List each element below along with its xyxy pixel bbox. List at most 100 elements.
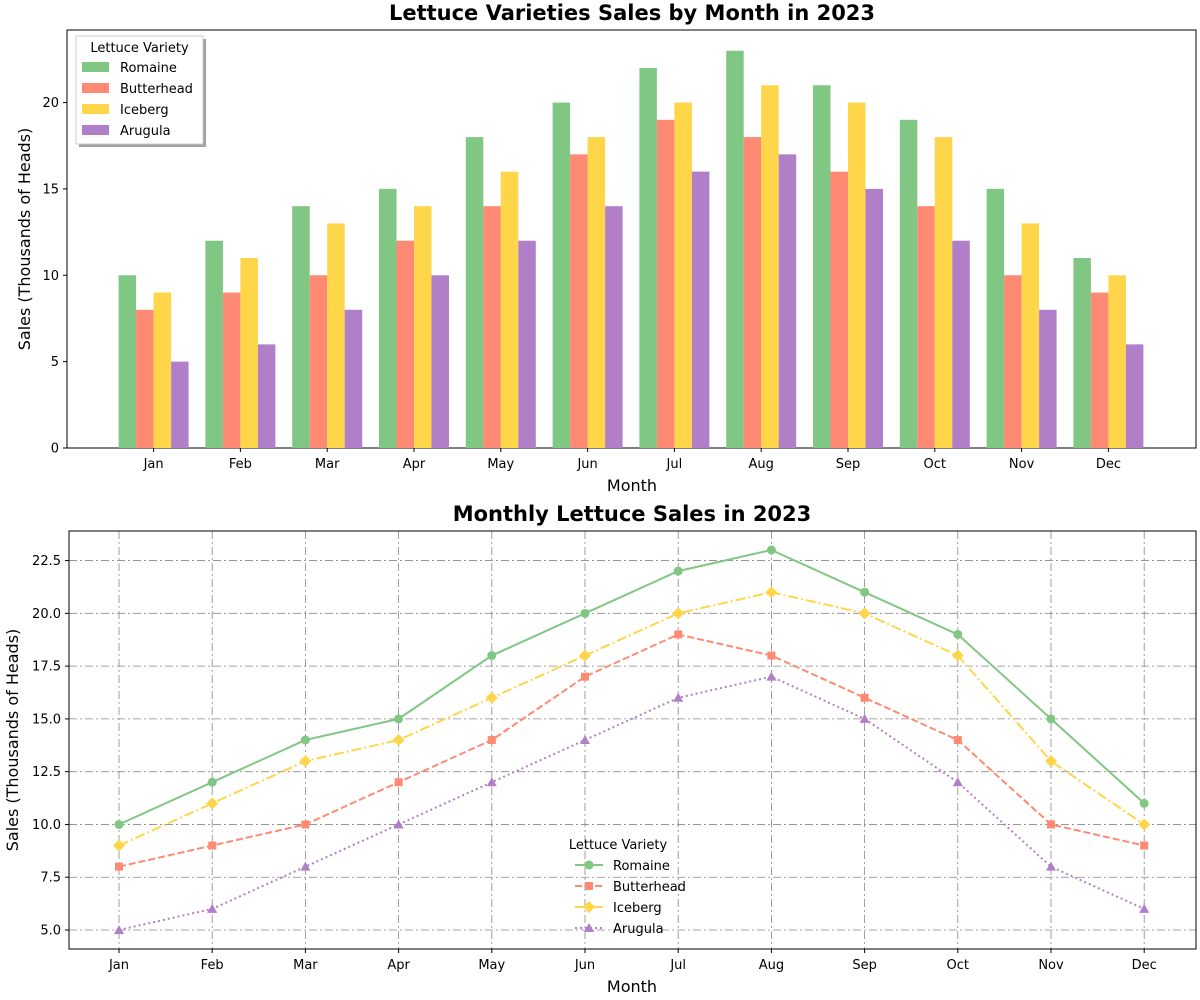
point-arugula-apr [393,819,404,829]
point-arugula-nov [1046,861,1056,871]
line-series-iceberg [118,591,1145,847]
bar-iceberg-sep [848,102,866,448]
bar-chart-plot-area [66,29,1197,449]
bar-arugula-dec [1125,344,1144,448]
bar-iceberg-may [500,171,519,449]
bar-romaine-may [465,137,484,448]
point-butterhead-mar [301,820,310,829]
bar-butterhead-dec [1090,292,1109,448]
point-romaine-jun [580,608,590,618]
bar-x-tick-label: Jan [143,457,164,472]
line-chart-title: Monthly Lettuce Sales in 2023 [453,502,812,526]
point-romaine-nov [1046,714,1056,724]
point-butterhead-aug [767,651,776,660]
point-iceberg-aug [765,586,778,599]
bar-butterhead-jan [136,309,154,448]
bar-chart-x-ticks: Jan Feb Mar Apr May Jun Jul Aug Sep Oct Nov Dec [143,448,1121,472]
bar-butterhead-aug [743,137,762,448]
point-arugula-dec [1139,903,1150,913]
point-butterhead-jun [581,672,589,681]
line-series-arugula [118,675,1145,931]
bar-iceberg-jan [153,292,172,448]
bar-iceberg-aug [761,85,779,448]
bar-arugula-jun [605,206,623,448]
line-y-tick-label: 12.5 [32,765,61,780]
line-chart-x-ticks: Jan Feb Mar Apr May Jun Jul Aug Sep Oct Nov Dec [108,949,1157,973]
point-romaine-jan [114,819,124,829]
point-romaine-feb [207,777,217,787]
bar-romaine-jan [118,275,137,448]
bar-butterhead-oct [917,206,935,448]
line-x-tick-label: Jun [574,958,595,973]
point-butterhead-jan [115,862,123,871]
bar-x-tick-label: Jun [576,457,597,472]
line-y-tick-label: 17.5 [32,660,61,675]
line-legend-label-butterhead: Butterhead [613,880,686,895]
bar-iceberg-oct [934,137,953,448]
bar-y-tick-label: 15 [42,182,59,197]
bar-butterhead-mar [309,275,328,448]
bar-chart-legend-title: Lettuce Variety [90,41,189,56]
bar-x-tick-label: Sep [836,457,861,472]
point-arugula-jun [580,735,590,744]
point-iceberg-jul [672,607,685,620]
point-butterhead-oct [953,736,962,744]
point-arugula-mar [300,861,311,871]
bar-butterhead-sep [830,171,848,449]
line-legend-label-romaine: Romaine [613,859,670,874]
bar-legend-swatch-romaine [82,62,109,72]
point-arugula-aug [766,671,777,681]
line-chart-x-axis-label: Month [607,977,657,996]
bar-arugula-mar [344,309,363,448]
point-romaine-apr [394,714,404,724]
bar-iceberg-jul [674,102,692,448]
line-x-tick-label: Mar [293,958,318,973]
line-x-tick-label: Feb [201,958,224,973]
bar-legend-swatch-iceberg [82,104,109,114]
bar-y-tick-label: 20 [42,96,59,111]
point-butterhead-dec [1140,841,1149,850]
point-butterhead-may [487,736,496,744]
bar-butterhead-may [483,206,501,448]
line-y-tick-label: 22.5 [32,554,61,569]
point-iceberg-jun [579,649,591,662]
point-butterhead-jul [674,630,683,639]
point-iceberg-sep [858,607,871,620]
bar-iceberg-nov [1021,223,1040,448]
bar-iceberg-jun [587,137,606,448]
point-iceberg-oct [951,649,964,662]
line-series-romaine [118,548,1145,826]
line-y-tick-label: 15.0 [32,712,61,727]
bar-x-tick-label: Dec [1096,457,1121,472]
bar-romaine-apr [379,188,397,448]
point-romaine-mar [300,735,310,745]
bar-arugula-apr [431,275,449,448]
bar-legend-swatch-butterhead [82,83,109,93]
bar-iceberg-mar [327,223,345,448]
point-iceberg-may [485,691,498,704]
line-chart-legend: Lettuce Variety Romaine Butterhead Icebe… [569,838,686,937]
bar-arugula-sep [865,188,883,448]
bar-arugula-jul [691,171,710,449]
point-iceberg-mar [299,755,312,768]
bar-x-tick-label: Aug [749,457,774,472]
point-butterhead-nov [1047,820,1055,829]
point-iceberg-jan [113,839,125,852]
line-chart-plot-area [68,530,1197,950]
point-romaine-aug [766,545,776,555]
bar-legend-label-butterhead: Butterhead [120,82,193,97]
point-arugula-jul [673,692,684,702]
line-legend-label-arugula: Arugula [613,922,664,937]
bar-butterhead-jun [570,154,588,448]
point-arugula-feb [207,903,218,913]
point-romaine-jul [673,566,683,576]
line-x-tick-label: Nov [1038,958,1064,973]
point-butterhead-apr [394,778,403,787]
line-y-tick-label: 7.5 [40,871,61,886]
bar-x-tick-label: Mar [315,457,340,472]
bar-romaine-aug [726,50,744,449]
point-iceberg-apr [392,734,405,746]
bar-arugula-nov [1039,309,1057,448]
line-x-tick-label: Jul [669,958,686,973]
